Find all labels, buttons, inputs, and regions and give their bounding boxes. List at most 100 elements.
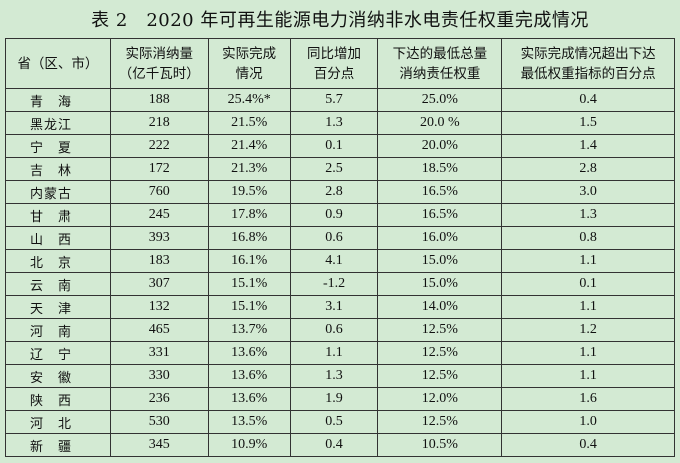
value-cell: 16.5% [377, 203, 503, 227]
table-row: 安 徽 330 13.6% 1.3 12.5% 1.1 [5, 364, 675, 388]
province-cell: 河 南 [5, 318, 111, 342]
value-cell: 1.1 [289, 341, 379, 365]
value-cell: 20.0 % [377, 111, 503, 135]
value-cell: 21.5% [207, 111, 291, 135]
value-cell: 3.1 [289, 295, 379, 319]
province-cell: 陕 西 [5, 387, 111, 411]
value-cell: 16.8% [207, 226, 291, 250]
value-cell: 1.9 [289, 387, 379, 411]
column-header-line: 情况 [235, 65, 263, 82]
value-cell: 530 [109, 410, 209, 434]
column-header-line: 下达的最低总量 [392, 45, 488, 62]
value-cell: 0.6 [289, 318, 379, 342]
value-cell: 21.3% [207, 157, 291, 181]
value-cell: 15.0% [377, 249, 503, 273]
value-cell: 13.6% [207, 364, 291, 388]
value-cell: 0.8 [501, 226, 675, 250]
value-cell: 172 [109, 157, 209, 181]
column-header-line: 实际消纳量 [125, 45, 194, 62]
table-row: 黑龙江 218 21.5% 1.3 20.0 % 1.5 [5, 111, 675, 135]
value-cell: 10.9% [207, 433, 291, 457]
value-cell: 1.1 [501, 295, 675, 319]
value-cell: 15.1% [207, 295, 291, 319]
value-cell: -1.2 [289, 272, 379, 296]
value-cell: 15.1% [207, 272, 291, 296]
value-cell: 12.5% [377, 318, 503, 342]
quota-table: 省（区、市） 实际消纳量 （亿千瓦时） 实际完成 情况 同比增加 百分点 下达的最低总量 消纳责… [5, 38, 675, 457]
table-row: 内蒙古 760 19.5% 2.8 16.5% 3.0 [5, 180, 675, 204]
value-cell: 13.6% [207, 387, 291, 411]
value-cell: 183 [109, 249, 209, 273]
table-row: 河 南 465 13.7% 0.6 12.5% 1.2 [5, 318, 675, 342]
value-cell: 12.5% [377, 341, 503, 365]
value-cell: 5.7 [289, 88, 379, 112]
value-cell: 1.4 [501, 134, 675, 158]
province-cell: 河 北 [5, 410, 111, 434]
table-row: 青 海 188 25.4%* 5.7 25.0% 0.4 [5, 88, 675, 112]
column-header: 实际完成 情况 [207, 38, 291, 89]
province-cell: 内蒙古 [5, 180, 111, 204]
value-cell: 12.5% [377, 364, 503, 388]
column-header-line: 百分点 [313, 65, 355, 82]
value-cell: 13.6% [207, 341, 291, 365]
province-cell: 宁 夏 [5, 134, 111, 158]
value-cell: 1.3 [501, 203, 675, 227]
value-cell: 0.6 [289, 226, 379, 250]
value-cell: 1.3 [289, 364, 379, 388]
province-cell: 北 京 [5, 249, 111, 273]
value-cell: 15.0% [377, 272, 503, 296]
value-cell: 16.5% [377, 180, 503, 204]
value-cell: 0.1 [501, 272, 675, 296]
value-cell: 222 [109, 134, 209, 158]
column-header: 同比增加 百分点 [289, 38, 379, 89]
value-cell: 18.5% [377, 157, 503, 181]
province-cell: 天 津 [5, 295, 111, 319]
value-cell: 465 [109, 318, 209, 342]
province-cell: 新 疆 [5, 433, 111, 457]
table-row: 宁 夏 222 21.4% 0.1 20.0% 1.4 [5, 134, 675, 158]
value-cell: 19.5% [207, 180, 291, 204]
province-cell: 青 海 [5, 88, 111, 112]
province-cell: 辽 宁 [5, 341, 111, 365]
column-header: 实际完成情况超出下达 最低权重指标的百分点 [501, 38, 675, 89]
province-cell: 吉 林 [5, 157, 111, 181]
table-row: 北 京 183 16.1% 4.1 15.0% 1.1 [5, 249, 675, 273]
value-cell: 3.0 [501, 180, 675, 204]
value-cell: 0.9 [289, 203, 379, 227]
value-cell: 330 [109, 364, 209, 388]
value-cell: 16.0% [377, 226, 503, 250]
value-cell: 2.8 [289, 180, 379, 204]
value-cell: 0.1 [289, 134, 379, 158]
value-cell: 0.4 [289, 433, 379, 457]
value-cell: 188 [109, 88, 209, 112]
value-cell: 21.4% [207, 134, 291, 158]
column-header-line: 消纳责任权重 [399, 65, 481, 82]
value-cell: 4.1 [289, 249, 379, 273]
value-cell: 1.0 [501, 410, 675, 434]
value-cell: 25.4%* [207, 88, 291, 112]
value-cell: 12.5% [377, 410, 503, 434]
value-cell: 1.1 [501, 249, 675, 273]
column-header-line: （亿千瓦时） [118, 65, 200, 82]
table-title: 表 2 2020 年可再生能源电力消纳非水电责任权重完成情况 [91, 10, 589, 31]
value-cell: 236 [109, 387, 209, 411]
value-cell: 16.1% [207, 249, 291, 273]
table-row: 辽 宁 331 13.6% 1.1 12.5% 1.1 [5, 341, 675, 365]
value-cell: 760 [109, 180, 209, 204]
column-header: 实际消纳量 （亿千瓦时） [109, 38, 209, 89]
province-cell: 黑龙江 [5, 111, 111, 135]
value-cell: 14.0% [377, 295, 503, 319]
value-cell: 2.5 [289, 157, 379, 181]
column-header: 下达的最低总量 消纳责任权重 [377, 38, 503, 89]
value-cell: 0.4 [501, 88, 675, 112]
value-cell: 331 [109, 341, 209, 365]
column-header-line: 最低权重指标的百分点 [520, 65, 656, 82]
value-cell: 10.5% [377, 433, 503, 457]
value-cell: 0.5 [289, 410, 379, 434]
column-header-line: 实际完成情况超出下达 [520, 45, 656, 62]
table-row: 吉 林 172 21.3% 2.5 18.5% 2.8 [5, 157, 675, 181]
value-cell: 218 [109, 111, 209, 135]
value-cell: 1.5 [501, 111, 675, 135]
table-row: 天 津 132 15.1% 3.1 14.0% 1.1 [5, 295, 675, 319]
header-row: 省（区、市） 实际消纳量 （亿千瓦时） 实际完成 情况 同比增加 百分点 下达的最低总量 消纳责… [5, 38, 675, 89]
